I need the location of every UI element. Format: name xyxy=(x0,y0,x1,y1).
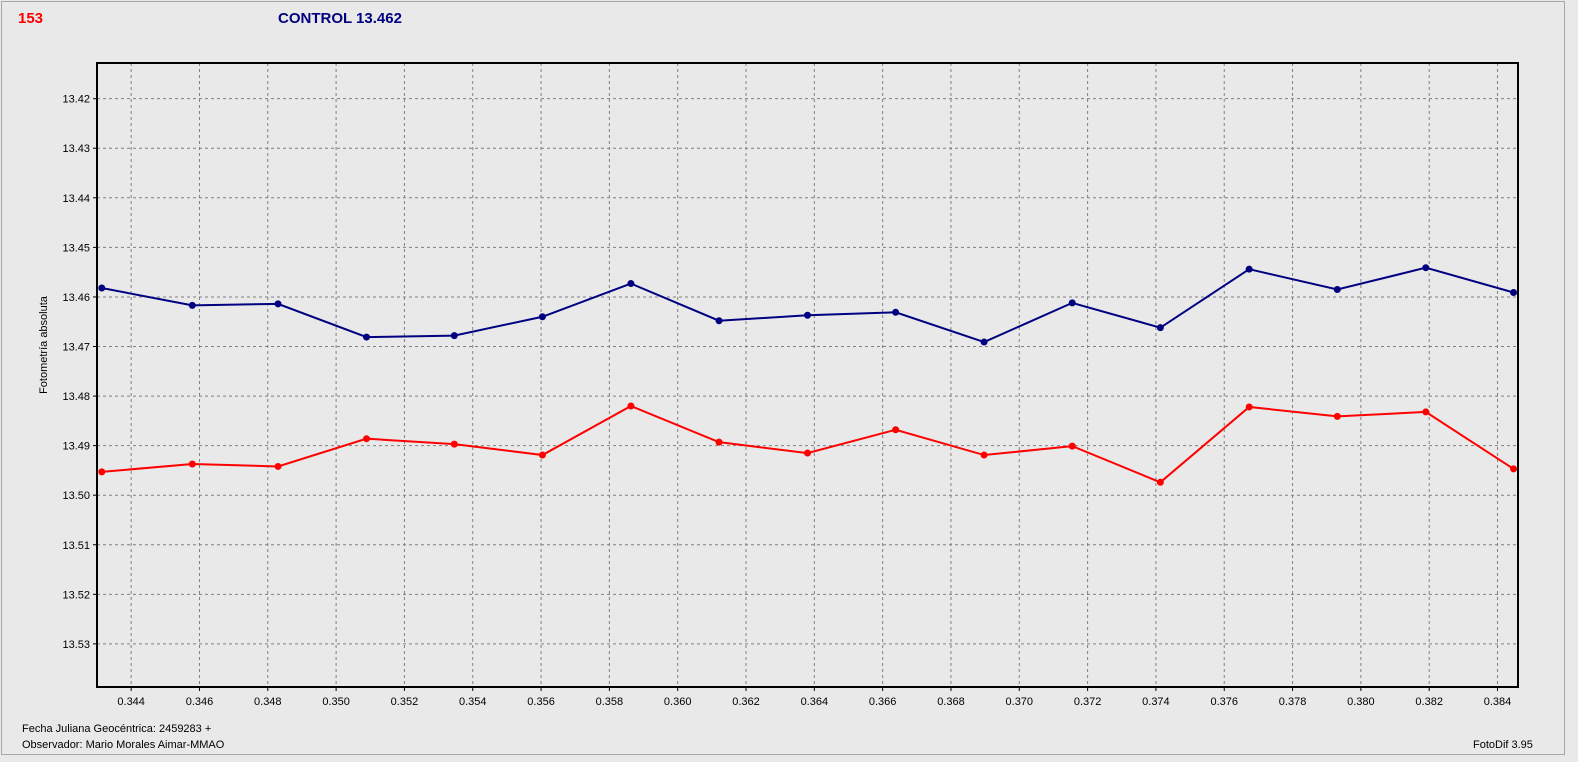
x-tick-label: 0.356 xyxy=(527,696,555,708)
series-1-line xyxy=(101,404,1515,484)
y-tick-label: 13.44 xyxy=(62,193,90,205)
x-tick-label: 0.384 xyxy=(1484,696,1512,708)
series-1-point xyxy=(188,460,196,468)
x-tick-label: 0.354 xyxy=(459,696,487,708)
control-label: CONTROL 13.462 xyxy=(278,10,402,27)
series-0-point xyxy=(538,313,546,321)
series-0-point xyxy=(274,300,282,308)
software-version: FotoDif 3.95 xyxy=(1473,739,1533,751)
plot-area xyxy=(96,62,1519,688)
series-0-point xyxy=(804,311,811,319)
x-tick-label: 0.376 xyxy=(1210,696,1238,708)
series-1-point xyxy=(1333,412,1341,420)
x-tick-label: 0.366 xyxy=(869,696,897,708)
series-0-point xyxy=(892,308,900,316)
series-1-point xyxy=(1422,408,1430,416)
series-1-point xyxy=(980,451,988,459)
series-1-point xyxy=(1245,403,1253,411)
y-tick-label: 13.52 xyxy=(62,589,90,601)
y-tick-label: 13.42 xyxy=(62,94,90,106)
y-tick-label: 13.50 xyxy=(62,490,90,502)
series-1-point xyxy=(1510,465,1518,473)
series-1-point xyxy=(1156,478,1164,486)
y-tick-label: 13.45 xyxy=(62,242,90,254)
x-tick-label: 0.382 xyxy=(1415,696,1443,708)
series-1-point xyxy=(804,449,811,457)
julian-date-note: Fecha Juliana Geocéntrica: 2459283 + xyxy=(22,723,212,735)
y-tick-label: 13.49 xyxy=(62,441,90,453)
series-1-point xyxy=(274,462,282,470)
x-tick-label: 0.350 xyxy=(322,696,350,708)
x-tick-label: 0.362 xyxy=(732,696,760,708)
series-1-point xyxy=(892,426,900,434)
y-tick-label: 13.43 xyxy=(62,143,90,155)
series-0-point xyxy=(98,284,106,292)
observer-note: Observador: Mario Morales Aimar-MMAO xyxy=(22,739,225,751)
star-id-label: 153 xyxy=(18,10,44,27)
series-0-line xyxy=(101,266,1514,344)
x-tick-label: 0.344 xyxy=(117,696,145,708)
series-0-point xyxy=(188,301,196,309)
series-0-point xyxy=(980,338,988,346)
y-tick-label: 13.46 xyxy=(62,292,90,304)
y-tick-label: 13.47 xyxy=(62,342,90,354)
x-tick-label: 0.372 xyxy=(1074,696,1102,708)
x-tick-label: 0.380 xyxy=(1347,696,1375,708)
grid-lines xyxy=(97,63,1518,687)
x-tick-label: 0.364 xyxy=(801,696,829,708)
series-0-point xyxy=(1068,299,1076,307)
x-tick-label: 0.374 xyxy=(1142,696,1170,708)
series-0-point xyxy=(1422,264,1430,272)
y-tick-label: 13.51 xyxy=(62,540,90,552)
y-tick-label: 13.53 xyxy=(62,639,90,651)
series-layer xyxy=(98,264,1518,486)
series-1-point xyxy=(715,438,723,446)
series-1-point xyxy=(450,440,458,448)
series-0-point xyxy=(363,333,371,341)
series-1-point xyxy=(1068,442,1076,450)
series-0-point xyxy=(1510,288,1518,296)
series-1-point xyxy=(98,468,106,476)
x-tick-label: 0.358 xyxy=(596,696,624,708)
series-1-point xyxy=(538,451,546,459)
y-axis-label: Fotometría absoluta xyxy=(38,295,50,394)
series-1-point xyxy=(627,402,635,410)
x-tick-label: 0.360 xyxy=(664,696,692,708)
axis-ticks: 0.344 0.346 0.348 0.350 0.352 0.354 0.356 0.358… xyxy=(62,94,1511,708)
x-tick-label: 0.348 xyxy=(254,696,282,708)
series-1-point xyxy=(363,435,371,443)
series-0-point xyxy=(450,332,458,340)
series-0-point xyxy=(1245,265,1253,273)
x-tick-label: 0.368 xyxy=(937,696,965,708)
series-0-point xyxy=(627,280,635,288)
series-0-point xyxy=(1333,286,1341,294)
y-tick-label: 13.48 xyxy=(62,391,90,403)
series-0-point xyxy=(1156,324,1164,332)
series-0-point xyxy=(715,317,723,325)
x-tick-label: 0.346 xyxy=(186,696,214,708)
x-tick-label: 0.370 xyxy=(1006,696,1034,708)
x-tick-label: 0.352 xyxy=(391,696,419,708)
x-tick-label: 0.378 xyxy=(1279,696,1307,708)
